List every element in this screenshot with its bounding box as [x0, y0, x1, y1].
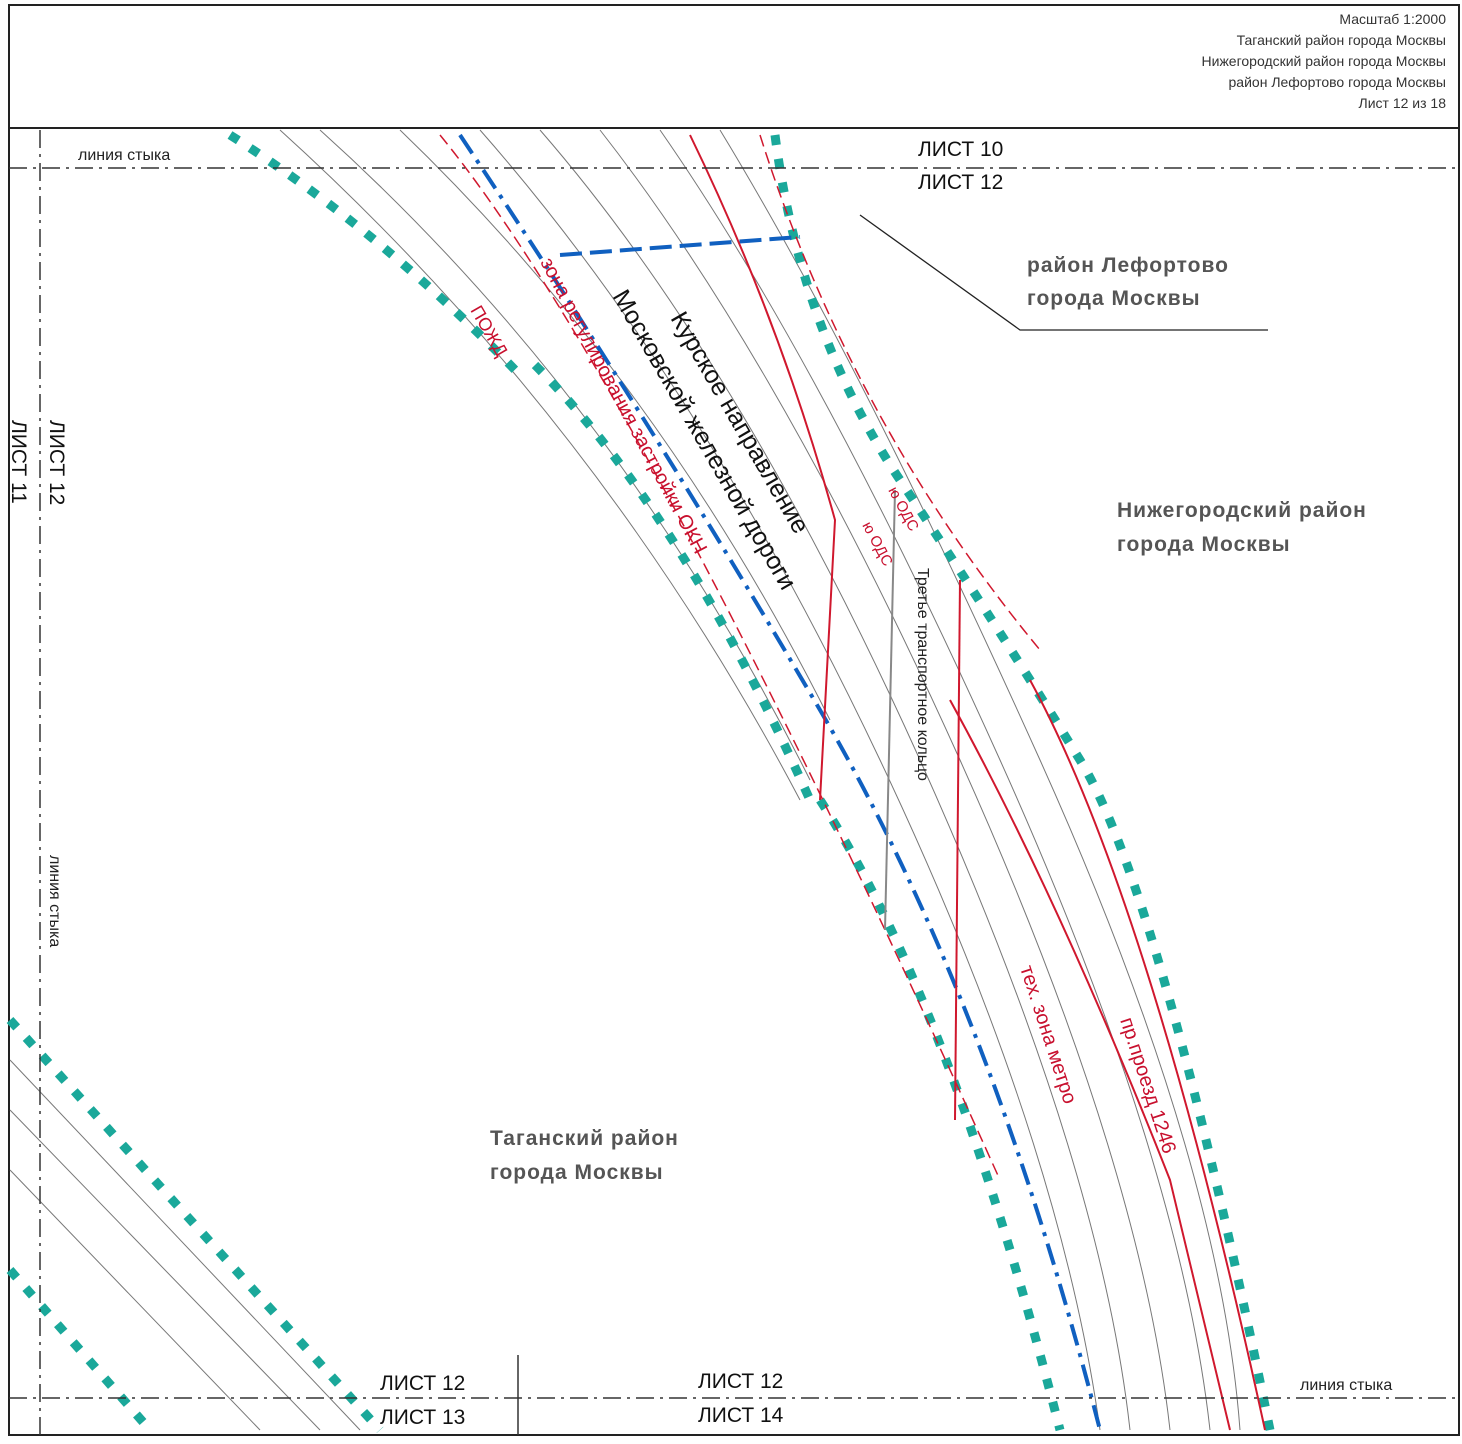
red-line: [949, 699, 1231, 1431]
district-label: район Лефортово: [1027, 254, 1229, 277]
tracks: [9, 129, 1241, 1431]
track: [479, 129, 1101, 1431]
track: [279, 129, 801, 801]
junction-label: линия стыка: [78, 147, 170, 164]
track: [9, 1169, 261, 1431]
sheet-label: ЛИСТ 12: [698, 1370, 783, 1393]
scale: Масштаб 1:2000: [1339, 11, 1446, 27]
zone-label: ю ОДС: [884, 484, 922, 534]
junction-lines: [9, 130, 1459, 1435]
red-dashed-line: [439, 134, 1001, 1181]
zone-boundary: [6, 1267, 154, 1433]
district-label: города Москвы: [490, 1161, 664, 1184]
junction-label: линия стыка: [1300, 1377, 1392, 1394]
red-line: [1029, 679, 1266, 1431]
sheet-label: ЛИСТ 12: [918, 171, 1003, 194]
leader-line: [859, 214, 1268, 331]
labels: линия стыка линия стыка линия стыка ЛИСТ…: [7, 138, 1392, 1429]
sheet-number: Лист 12 из 18: [1359, 95, 1447, 111]
zone-boundary: [770, 134, 1275, 1431]
district-label: Таганский район: [490, 1127, 679, 1150]
zone-boundary: [816, 797, 1065, 1432]
road-label: пр.проезд 1246: [1115, 1015, 1180, 1157]
header: Масштаб 1:2000 Таганский район города Мо…: [1202, 11, 1447, 111]
sheet-label: ЛИСТ 14: [698, 1404, 784, 1427]
zone-boundary: [227, 131, 524, 379]
district-line: Нижегородский район города Москвы: [1202, 53, 1446, 69]
district-line: район Лефортово города Москвы: [1229, 74, 1446, 90]
sheet-label: ЛИСТ 12: [380, 1372, 465, 1395]
ttk-line: [884, 489, 896, 931]
district-line: Таганский район города Москвы: [1237, 32, 1446, 48]
boundaries: [6, 131, 1275, 1434]
district-label: города Москвы: [1027, 287, 1201, 310]
track: [659, 129, 1211, 1431]
district-label: города Москвы: [1117, 533, 1291, 556]
track: [9, 1109, 321, 1431]
road-label: Третье транспортное кольцо: [914, 568, 931, 781]
sheet-label: ЛИСТ 10: [918, 138, 1003, 161]
red-line: [689, 134, 837, 801]
zone-boundary: [531, 361, 815, 802]
district-border: [559, 235, 801, 257]
track: [319, 129, 811, 781]
frame: [8, 4, 1460, 1436]
district-border: [458, 133, 1102, 1431]
sheet-label: ЛИСТ 11: [7, 420, 30, 504]
junction-label: линия стыка: [46, 855, 63, 947]
zone-boundary: [6, 1016, 384, 1434]
district-label: Нижегородский район: [1117, 499, 1367, 522]
red-line: [954, 579, 961, 1121]
sheet-label: ЛИСТ 13: [380, 1406, 465, 1429]
red-dashed-line: [759, 134, 1041, 651]
track: [9, 1059, 361, 1431]
track: [539, 129, 1131, 1431]
track: [399, 129, 831, 721]
sheet-label: ЛИСТ 12: [45, 420, 68, 505]
track: [599, 129, 1171, 1431]
track: [719, 129, 1241, 1431]
zone-label: ю ОДС: [858, 519, 896, 569]
